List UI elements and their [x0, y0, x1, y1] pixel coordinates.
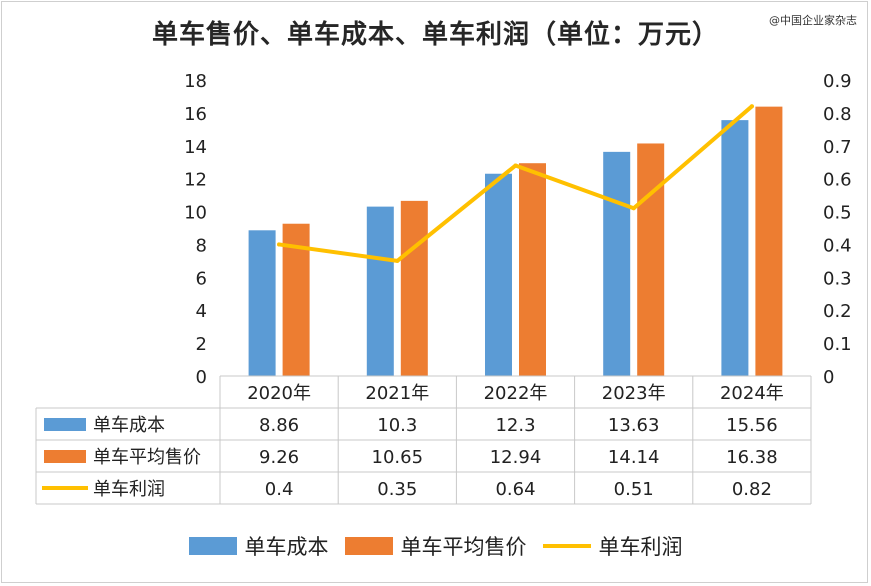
right-tick-label: 0.9 [823, 71, 852, 92]
profit-line-path [277, 104, 754, 263]
right-tick-label: 0.3 [823, 268, 852, 289]
table-cell: 10.65 [372, 447, 424, 468]
legend-item-profit: 单车利润 [542, 531, 683, 561]
table-cell: 15.56 [726, 415, 778, 436]
left-tick-label: 10 [184, 203, 207, 224]
category-label: 2024年 [720, 383, 784, 404]
left-tick-label: 14 [184, 137, 207, 158]
right-tick-label: 0.6 [823, 170, 852, 191]
right-axis-ticks: 0 0.1 0.2 0.3 0.4 0.5 0.6 0.7 0.8 0.9 [823, 71, 852, 388]
left-tick-label: 0 [196, 367, 207, 388]
profit-point [749, 104, 754, 109]
right-tick-label: 0.7 [823, 137, 852, 158]
category-label: 2023年 [602, 383, 666, 404]
table-series-name: 单车利润 [93, 479, 165, 500]
legend-swatch-price [344, 537, 393, 555]
table-cell: 12.94 [490, 447, 542, 468]
table-cell: 0.4 [265, 479, 294, 500]
table-series-name: 单车成本 [93, 415, 165, 436]
profit-line [277, 104, 754, 263]
table-cell: 0.82 [732, 479, 772, 500]
table-cell: 13.63 [608, 415, 660, 436]
table-legend-swatch [44, 450, 86, 463]
price-bar [519, 163, 546, 376]
left-tick-label: 8 [196, 235, 207, 256]
table-cell: 14.14 [608, 447, 660, 468]
legend-swatch-cost [188, 537, 237, 555]
table-legend-swatch [44, 418, 86, 431]
legend-label-profit: 单车利润 [598, 535, 683, 559]
profit-point [631, 206, 636, 211]
legend-item-cost: 单车成本 [188, 531, 329, 561]
cost-bar [603, 151, 631, 376]
table-cell: 0.35 [377, 479, 417, 500]
category-label: 2022年 [484, 383, 548, 404]
price-bar [637, 143, 665, 376]
left-tick-label: 16 [184, 104, 207, 125]
right-tick-label: 0 [823, 367, 834, 388]
left-tick-label: 18 [184, 71, 207, 92]
left-tick-label: 2 [196, 334, 207, 355]
watermark: @中国企业家杂志 [769, 14, 857, 27]
legend-label-price: 单车平均售价 [400, 535, 527, 559]
cost-bar [366, 206, 394, 376]
legend-swatch-profit [542, 544, 591, 548]
profit-point [513, 163, 518, 168]
right-tick-label: 0.1 [823, 334, 852, 355]
table-cell: 12.3 [495, 415, 535, 436]
profit-point [395, 258, 400, 263]
cost-bar [248, 230, 276, 376]
table-cell: 16.38 [726, 447, 778, 468]
price-bar [400, 200, 428, 376]
legend: 单车成本 单车平均售价 单车利润 [0, 531, 871, 561]
category-label: 2020年 [247, 383, 311, 404]
table-cell: 8.86 [259, 415, 299, 436]
cost-bar [485, 173, 512, 376]
left-axis-ticks: 0 2 4 6 8 10 12 14 16 18 [184, 71, 207, 388]
table-series-name: 单车平均售价 [93, 447, 201, 468]
left-tick-label: 12 [184, 170, 207, 191]
right-tick-label: 0.4 [823, 235, 852, 256]
right-tick-label: 0.5 [823, 203, 852, 224]
left-tick-label: 6 [196, 268, 207, 289]
chart-title: 单车售价、单车成本、单车利润（单位：万元） [151, 20, 719, 50]
profit-point [277, 242, 282, 247]
legend-item-price: 单车平均售价 [344, 531, 527, 561]
table-cell: 0.64 [495, 479, 535, 500]
price-bar [755, 106, 783, 376]
legend-label-cost: 单车成本 [244, 535, 329, 559]
table-cell: 10.3 [377, 415, 417, 436]
right-tick-label: 0.2 [823, 301, 852, 322]
table-cell: 9.26 [259, 447, 299, 468]
category-label: 2021年 [365, 383, 429, 404]
cost-bar [721, 120, 749, 376]
right-tick-label: 0.8 [823, 104, 852, 125]
table-cell: 0.51 [614, 479, 654, 500]
left-tick-label: 4 [196, 301, 207, 322]
